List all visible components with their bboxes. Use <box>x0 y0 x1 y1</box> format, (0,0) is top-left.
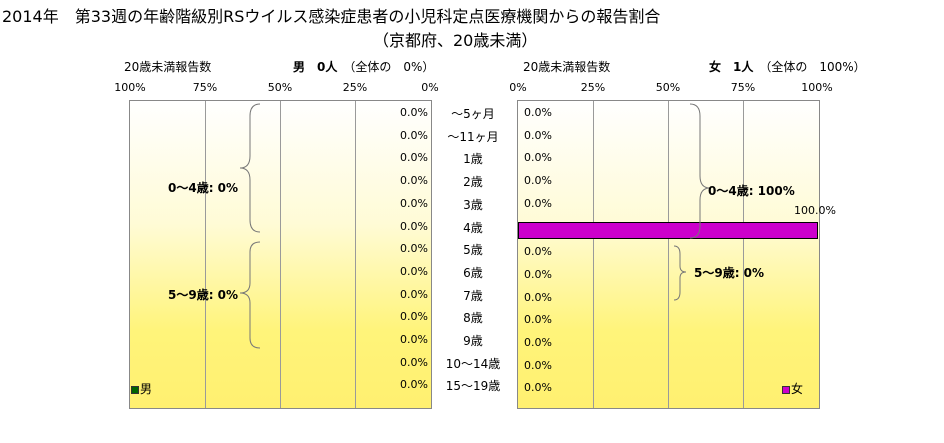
right-group-label-5-9: 5～9歳: 0% <box>694 266 765 280</box>
male-plot-area: 男 <box>129 100 432 409</box>
right-header-count: 女 1人 <box>709 60 754 74</box>
male-value-label: 0.0% <box>400 151 428 165</box>
female-value-label: 0.0% <box>524 358 552 372</box>
female-legend: 女 <box>782 380 803 397</box>
left-header-share: （全体の 0%） <box>349 60 435 74</box>
female-value-label: 0.0% <box>524 290 552 304</box>
male-value-label: 0.0% <box>400 219 428 233</box>
female-bar <box>518 222 818 239</box>
age-category-label: 9歳 <box>463 334 483 348</box>
left-brace-5-9 <box>239 241 261 349</box>
gridline <box>593 101 594 408</box>
female-value-label: 0.0% <box>524 174 552 188</box>
right-tick-label: 25% <box>580 81 606 94</box>
male-value-label: 0.0% <box>400 355 428 369</box>
male-value-label: 0.0% <box>400 264 428 278</box>
male-value-label: 0.0% <box>400 174 428 188</box>
female-value-label: 0.0% <box>524 196 552 210</box>
left-header-summary: 男 0人 （全体の 0%） <box>293 58 434 75</box>
male-value-label: 0.0% <box>400 310 428 324</box>
left-brace-0-4 <box>239 103 261 233</box>
male-value-label: 0.0% <box>400 378 428 392</box>
male-value-label: 0.0% <box>400 128 428 142</box>
left-tick-label: 0% <box>421 81 439 94</box>
left-tick-label: 75% <box>192 81 218 94</box>
female-value-label: 0.0% <box>524 313 552 327</box>
male-legend: 男 <box>131 380 152 397</box>
left-tick-label: 50% <box>267 81 293 94</box>
male-legend-swatch <box>131 385 139 394</box>
right-brace-5-9 <box>673 245 687 301</box>
female-value-label: 0.0% <box>524 128 552 142</box>
chart-title: 2014年 第33週の年齢階級別RSウイルス感染症患者の小児科定点医療機関からの… <box>2 7 661 26</box>
gridline <box>355 101 356 408</box>
age-category-label: 2歳 <box>463 175 483 190</box>
male-value-label: 0.0% <box>400 242 428 256</box>
male-legend-label: 男 <box>140 382 153 396</box>
male-value-label: 0.0% <box>400 333 428 346</box>
age-category-label: 4歳 <box>463 220 483 235</box>
female-value-label: 0.0% <box>524 336 552 349</box>
right-tick-label: 75% <box>730 81 756 94</box>
right-group-label-0-4: 0～4歳: 100% <box>708 184 795 198</box>
age-category-label: ～5ヶ月 <box>451 107 495 121</box>
age-category-label: 10～14歳 <box>445 356 501 371</box>
age-category-label: 7歳 <box>463 288 483 303</box>
right-tick-label: 50% <box>655 81 681 94</box>
left-header-count: 男 0人 <box>293 60 338 74</box>
left-group-label-5-9: 5～9歳: 0% <box>168 288 239 302</box>
female-legend-swatch <box>782 385 790 394</box>
age-category-label: 1歳 <box>463 152 483 167</box>
right-header-share: （全体の 100%） <box>765 60 866 74</box>
age-category-label: 15～19歳 <box>445 379 501 394</box>
age-category-label: 3歳 <box>463 197 483 212</box>
male-value-label: 0.0% <box>400 287 428 301</box>
age-category-label: 5歳 <box>463 243 483 258</box>
female-value-label: 0.0% <box>524 267 552 281</box>
left-group-label-0-4: 0～4歳: 0% <box>168 181 239 195</box>
male-value-label: 0.0% <box>400 196 428 210</box>
gridline <box>280 101 281 408</box>
gridline <box>743 101 744 408</box>
gridline <box>205 101 206 408</box>
age-category-label: ～11ヶ月 <box>447 129 499 144</box>
female-value-label: 0.0% <box>524 106 552 119</box>
left-tick-label: 25% <box>342 81 368 94</box>
right-tick-label: 100% <box>801 81 833 94</box>
female-legend-label: 女 <box>791 382 804 396</box>
right-brace-0-4 <box>689 103 711 239</box>
age-category-label: 6歳 <box>463 265 483 280</box>
chart-subtitle: （京都府、20歳未満） <box>373 31 538 50</box>
left-header-label: 20歳未満報告数 <box>124 60 212 74</box>
right-header-summary: 女 1人 （全体の 100%） <box>709 58 866 75</box>
right-header-label: 20歳未満報告数 <box>523 60 611 74</box>
female-value-label: 0.0% <box>524 151 552 165</box>
female-value-label: 100.0% <box>794 204 836 217</box>
female-value-label: 0.0% <box>524 245 552 259</box>
female-plot-area: 女 <box>517 100 820 409</box>
right-tick-label: 0% <box>509 81 527 94</box>
female-value-label: 0.0% <box>524 381 552 395</box>
gridline <box>668 101 669 408</box>
left-tick-label: 100% <box>114 81 146 94</box>
male-value-label: 0.0% <box>400 106 428 119</box>
age-category-label: 8歳 <box>463 311 483 326</box>
